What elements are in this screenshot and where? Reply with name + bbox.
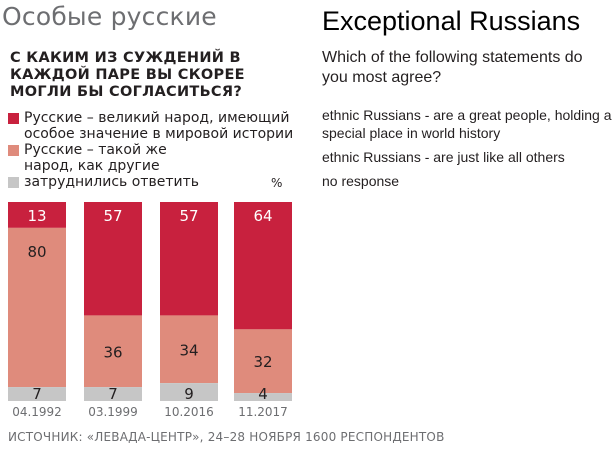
data-label-like-others-04.1992: 80: [27, 243, 46, 261]
question-en: Which of the following statements do you…: [322, 49, 583, 86]
data-label-no-answer-03.1999: 7: [108, 385, 118, 403]
legend-label-great-people: Русские – великий народ, имеющий особое …: [24, 110, 294, 142]
legend-label-like-others: Русские – такой же народ, как другие: [24, 142, 167, 174]
bar-segment-like-others-04.1992: [8, 227, 66, 388]
legend-en-great-people: ethnic Russians - are a great people, ho…: [322, 107, 612, 141]
data-label-great-people-04.1992: 13: [27, 207, 46, 225]
legend-swatch-no-answer: [8, 177, 19, 188]
category-label-03.1999: 03.1999: [88, 405, 138, 419]
category-label-11.2017: 11.2017: [238, 405, 288, 419]
bar-segment-great-people-10.2016: [160, 202, 218, 316]
bar-segment-great-people-04.1992: [8, 202, 66, 228]
chart-title-en: Exceptional Russians: [322, 6, 581, 36]
category-label-10.2016: 10.2016: [164, 405, 214, 419]
legend-swatch-like-others: [8, 145, 19, 156]
data-label-great-people-03.1999: 57: [103, 207, 122, 225]
bar-segment-like-others-03.1999: [84, 315, 142, 388]
bar-segment-no-answer-11.2017: [234, 393, 292, 401]
data-label-no-answer-11.2017: 4: [258, 385, 268, 403]
legend-en-no-response: no response: [322, 173, 400, 189]
data-label-like-others-03.1999: 36: [103, 343, 122, 361]
source-note: Источник: «Левада-центр», 24–28 ноября 1…: [8, 430, 445, 444]
data-label-no-answer-04.1992: 7: [32, 385, 42, 403]
chart-title-ru: Особые русские: [2, 2, 217, 31]
data-label-like-others-10.2016: 34: [179, 341, 198, 359]
category-label-04.1992: 04.1992: [12, 405, 62, 419]
percent-sign: %: [271, 176, 283, 190]
bar-segment-no-answer-03.1999: [84, 387, 142, 401]
data-label-like-others-11.2017: 32: [253, 353, 272, 371]
bar-segment-no-answer-10.2016: [160, 383, 218, 401]
bar-segment-like-others-11.2017: [234, 329, 292, 394]
legend-swatch-great-people: [8, 113, 19, 124]
legend-label-no-answer: затруднились ответить: [24, 174, 199, 190]
data-label-great-people-10.2016: 57: [179, 207, 198, 225]
data-label-great-people-11.2017: 64: [253, 207, 272, 225]
legend-en-like-others: ethnic Russians - are just like all othe…: [322, 149, 565, 165]
question-ru: С каким из суждений в каждой паре вы ско…: [10, 50, 245, 100]
bar-segment-like-others-10.2016: [160, 315, 218, 384]
bar-segment-great-people-03.1999: [84, 202, 142, 316]
bar-segment-great-people-11.2017: [234, 202, 292, 330]
bar-segment-no-answer-04.1992: [8, 387, 66, 401]
data-label-no-answer-10.2016: 9: [184, 385, 194, 403]
